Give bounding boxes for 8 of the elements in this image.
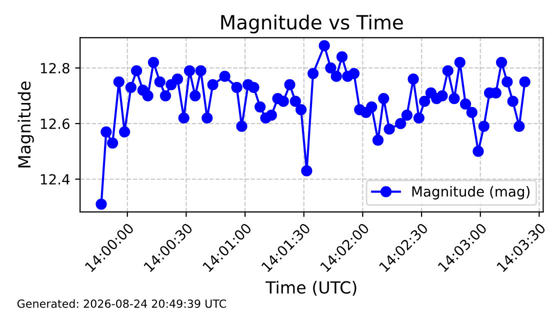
chart-title: Magnitude vs Time xyxy=(221,14,403,34)
x-axis-title: Time (UTC) xyxy=(266,280,356,296)
y-tick-label: 12.4 xyxy=(40,174,70,184)
y-tick-label: 12.8 xyxy=(40,62,70,74)
legend-label: Magnitude (mag) xyxy=(412,186,530,200)
y-axis-title: Magnitude xyxy=(18,82,34,168)
text: Generated: 2026-08-24 20:49:39 UTC xyxy=(17,299,226,308)
y-tick-label: 12.6 xyxy=(40,118,70,130)
